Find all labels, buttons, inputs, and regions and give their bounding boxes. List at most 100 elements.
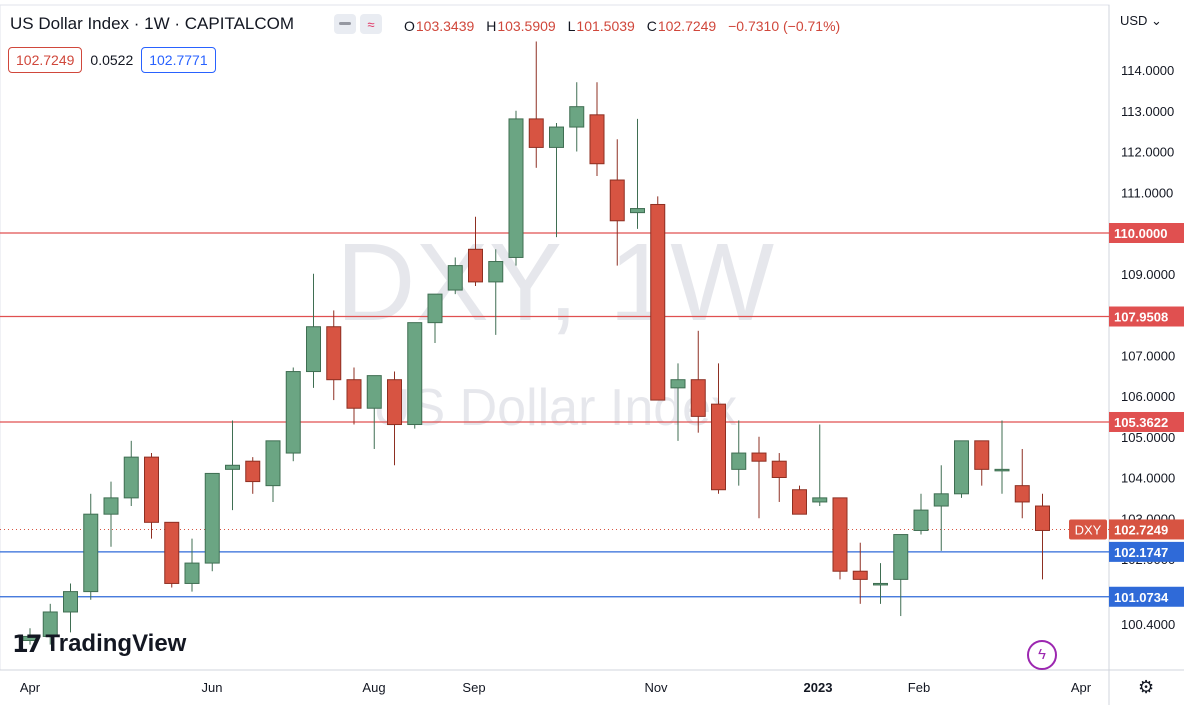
candle-body [994, 468, 1010, 472]
candle-body [387, 379, 402, 426]
candle-body [690, 379, 706, 417]
candle-body [528, 118, 544, 148]
tradingview-name: TradingView [45, 630, 187, 657]
candle-body [974, 440, 990, 470]
high-value: 103.5909 [497, 18, 556, 34]
y-tick-label: 107.0000 [1121, 348, 1175, 363]
candle-body [954, 440, 969, 495]
candle-body [893, 534, 909, 580]
change-value: −0.7310 (−0.71%) [728, 18, 841, 34]
candle-body [225, 464, 240, 470]
candle-body [933, 493, 949, 507]
candle-body [204, 472, 220, 564]
candle-body [832, 497, 848, 572]
x-tick-label: Aug [362, 680, 385, 695]
candle-body [650, 203, 666, 401]
candle-body [63, 591, 78, 613]
y-tick-label: 109.0000 [1121, 267, 1175, 282]
x-tick-label: Apr [20, 680, 41, 695]
minus-icon[interactable] [334, 14, 356, 34]
candle-body [144, 456, 159, 523]
candle-body [245, 460, 261, 483]
candle-body [751, 452, 767, 462]
high-label: H [486, 18, 497, 34]
level-label: 107.9508 [1114, 310, 1168, 325]
close-label: C [646, 18, 657, 34]
buy-button[interactable]: 102.7771 [141, 47, 216, 73]
y-tick-label: 100.4000 [1121, 617, 1175, 632]
candle-body [1035, 505, 1050, 531]
x-tick-label: 2023 [804, 680, 833, 695]
candle-body [22, 635, 38, 641]
candle-body [670, 379, 686, 389]
wave-icon[interactable]: ≈ [360, 14, 382, 34]
candle-body [326, 326, 342, 381]
x-tick-label: Apr [1071, 680, 1092, 695]
candle-body [609, 179, 625, 222]
symbol-label: DXY [1075, 522, 1102, 537]
sell-button[interactable]: 102.7249 [8, 47, 83, 73]
header-icons: ≈ [334, 14, 382, 34]
y-tick-label: 113.0000 [1121, 104, 1174, 119]
candle-body [184, 562, 200, 584]
candle-body [447, 265, 463, 291]
candle-body [1014, 485, 1030, 503]
tradingview-logo[interactable]: 17 TradingView [12, 630, 186, 658]
y-tick-label: 105.0000 [1121, 430, 1175, 445]
x-tick-label: Jun [202, 680, 223, 695]
candle-body [407, 322, 423, 426]
open-value: 103.3439 [415, 18, 475, 34]
candle-body [468, 248, 483, 283]
candle-body [103, 497, 119, 515]
y-tick-label: 106.0000 [1121, 389, 1175, 404]
plot-area [0, 4, 1110, 671]
watermark-symbol: DXY, 1W [336, 221, 774, 344]
y-tick-label: 104.0000 [1121, 471, 1175, 486]
candle-body [731, 452, 747, 470]
candle-body [569, 106, 585, 128]
gear-icon[interactable]: ⚙ [1138, 677, 1155, 697]
watermark-name: US Dollar Index [373, 379, 737, 437]
currency-selector[interactable]: USD ⌄ [1120, 13, 1162, 28]
lightning-icon[interactable]: ϟ [1027, 640, 1057, 670]
tradingview-mark-icon: 17 [12, 630, 42, 658]
candle-body [83, 513, 99, 593]
last-price-label: 102.7249 [1114, 522, 1168, 537]
spread-value: 0.0522 [90, 52, 134, 68]
candle-body [366, 375, 382, 409]
level-label-box [1109, 411, 1184, 432]
ohlc-readout: O103.3439 H103.5909 L101.5039 C102.7249 … [404, 18, 840, 34]
level-label-box [1109, 223, 1184, 243]
level-label: 101.0734 [1114, 590, 1169, 605]
candle-body [285, 371, 301, 454]
y-tick-label: 111.0000 [1121, 185, 1173, 200]
candle-body [711, 403, 726, 491]
candle-body [873, 582, 888, 586]
candle-body [792, 489, 807, 515]
x-tick-label: Feb [908, 680, 930, 695]
level-label: 105.3622 [1114, 415, 1168, 430]
candle-body [508, 118, 524, 258]
candle-body [549, 126, 564, 148]
level-label-box [1109, 541, 1184, 562]
candle-body [265, 440, 281, 487]
symbol-label-box [1069, 519, 1107, 540]
candle-body [306, 326, 321, 373]
chart-title: US Dollar Index · 1W · CAPITALCOM [10, 14, 295, 33]
low-label: L [567, 18, 576, 34]
level-label: 110.0000 [1114, 226, 1168, 241]
candle-body [42, 611, 58, 637]
candle-body [589, 114, 605, 165]
x-tick-label: Nov [644, 680, 668, 695]
candle-body [427, 293, 443, 324]
trade-boxes: 102.7249 0.0522 102.7771 [8, 47, 216, 73]
level-label-box [1109, 586, 1184, 607]
candle-body [913, 509, 929, 531]
candle-body [630, 208, 645, 214]
close-value: 102.7249 [657, 18, 717, 34]
x-tick-label: Sep [462, 680, 485, 695]
candle-body [771, 460, 787, 479]
level-label: 102.1747 [1114, 545, 1168, 560]
y-tick-label: 112.0000 [1121, 145, 1174, 160]
